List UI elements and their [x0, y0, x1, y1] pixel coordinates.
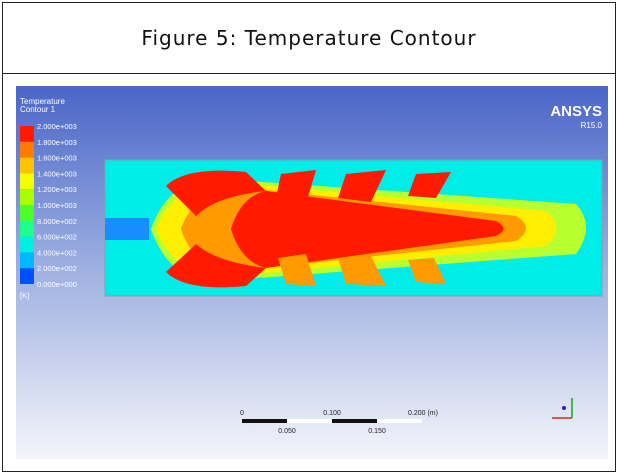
legend-label: 2.000e+003 [37, 122, 77, 131]
legend-swatch [20, 205, 34, 221]
scale-seg [242, 419, 287, 423]
brand: ANSYS [550, 103, 602, 120]
legend-label: 2.000e+002 [37, 264, 77, 273]
scale-seg [377, 419, 422, 423]
legend-swatch [20, 252, 34, 268]
figure-title: Figure 5: Temperature Contour [3, 3, 615, 74]
legend-label: 1.000e+003 [37, 201, 77, 210]
legend-swatch [20, 189, 34, 205]
legend-subtitle: Contour 1 [20, 105, 56, 114]
legend-label: 1.800e+003 [37, 138, 77, 147]
page: Figure 5: Temperature Contour Temperatur… [0, 0, 620, 459]
scale-label: 0.100 [323, 410, 341, 417]
legend-swatch [20, 237, 34, 253]
legend-swatch [20, 142, 34, 158]
legend-swatch [20, 126, 34, 142]
scale-label: 0 [240, 410, 244, 417]
scale-label: 0.050 [278, 428, 296, 435]
version: R15.0 [581, 121, 603, 130]
legend-swatch [20, 221, 34, 237]
scale-label: 0.150 [368, 428, 386, 435]
legend-unit: [K] [20, 291, 29, 300]
inlet [105, 218, 149, 240]
legend-label: 1.200e+003 [37, 185, 77, 194]
legend-label: 4.000e+002 [37, 248, 77, 257]
scale-seg [332, 419, 377, 423]
domain [105, 160, 602, 296]
legend-label: 8.000e+002 [37, 217, 77, 226]
legend-label: 1.600e+003 [37, 154, 77, 163]
legend-swatch [20, 158, 34, 174]
scale-seg [287, 419, 332, 423]
legend-label: 1.400e+003 [37, 169, 77, 178]
legend-swatch [20, 268, 34, 284]
scale-label: 0.200 (m) [408, 410, 438, 417]
legend-label: 6.000e+002 [37, 233, 77, 242]
contour-image: Temperature Contour 1 2.000e+0031.800e+0… [16, 86, 608, 459]
legend-swatch [20, 173, 34, 189]
legend-label: 0.000e+000 [37, 280, 77, 289]
